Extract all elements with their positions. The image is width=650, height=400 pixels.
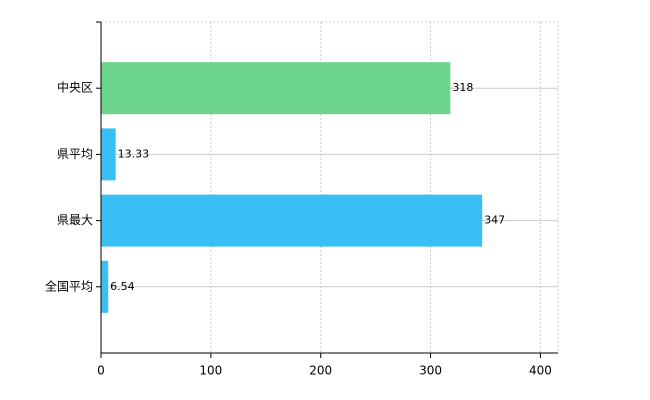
x-tick-label: 300 — [419, 364, 442, 378]
value-label: 318 — [452, 81, 473, 94]
y-tick-label: 中央区 — [57, 80, 93, 95]
value-label: 13.33 — [118, 147, 149, 160]
value-label: 6.54 — [110, 280, 135, 293]
y-tick-label: 全国平均 — [45, 278, 93, 293]
y-tick-label: 県最大 — [57, 213, 93, 227]
value-label: 347 — [484, 214, 505, 227]
bar — [101, 260, 109, 313]
bar — [101, 194, 483, 247]
bar — [101, 128, 116, 181]
x-tick-label: 100 — [199, 364, 222, 378]
x-tick-label: 0 — [97, 364, 105, 378]
bar — [101, 62, 451, 115]
x-tick-label: 200 — [309, 364, 332, 378]
x-tick-label: 400 — [529, 364, 552, 378]
y-tick-label: 県平均 — [57, 147, 93, 161]
